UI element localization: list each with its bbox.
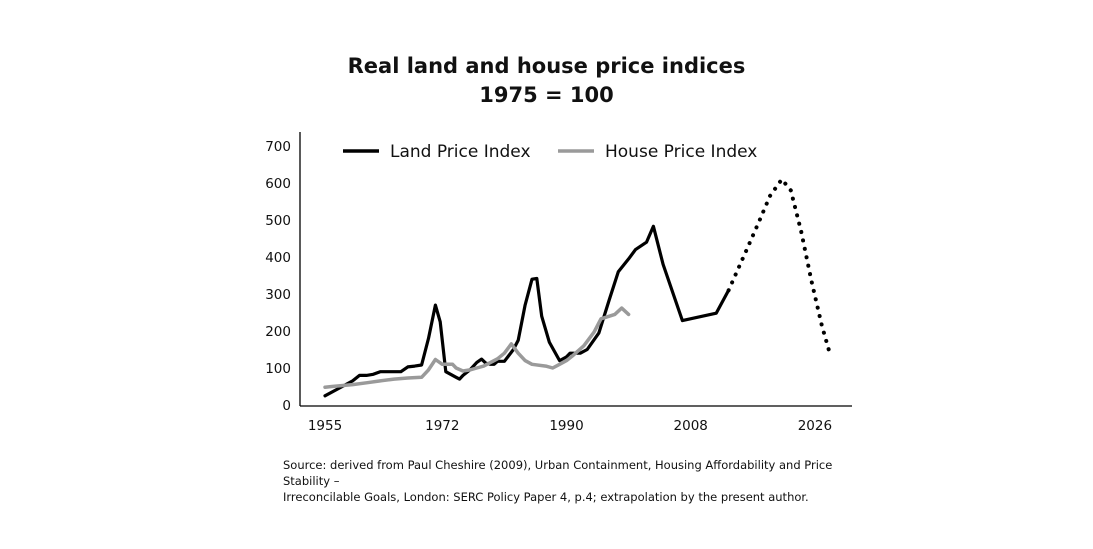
series-line-house-price: [323, 306, 631, 389]
x-tick-label: 1955: [308, 418, 342, 434]
y-tick-label: 200: [265, 324, 291, 340]
legend-label-land: Land Price Index: [390, 142, 531, 162]
x-tick-label: 1990: [549, 418, 583, 434]
x-tick-label: 2026: [798, 418, 832, 434]
source-line-2: Irreconcilable Goals, London: SERC Polic…: [283, 490, 809, 504]
series-line-extrapolation: [726, 177, 831, 352]
y-tick-label: 300: [265, 287, 291, 303]
series-line-land-price: [323, 224, 731, 398]
legend-label-house: House Price Index: [605, 142, 757, 162]
source-line-1: Source: derived from Paul Cheshire (2009…: [283, 458, 833, 488]
y-tick-label: 400: [265, 250, 291, 266]
x-tick-label: 2008: [674, 418, 708, 434]
chart-title: Real land and house price indices: [347, 54, 746, 78]
y-tick-label: 700: [265, 139, 291, 155]
x-tick-label: 1972: [425, 418, 459, 434]
y-tick-label: 100: [265, 361, 291, 377]
y-tick-label: 500: [265, 213, 291, 229]
y-tick-label: 0: [282, 398, 291, 414]
chart-title-block: Real land and house price indices 1975 =…: [0, 52, 1093, 110]
chart-subtitle: 1975 = 100: [479, 83, 614, 107]
source-note: Source: derived from Paul Cheshire (2009…: [283, 457, 883, 505]
y-tick-label: 600: [265, 176, 291, 192]
